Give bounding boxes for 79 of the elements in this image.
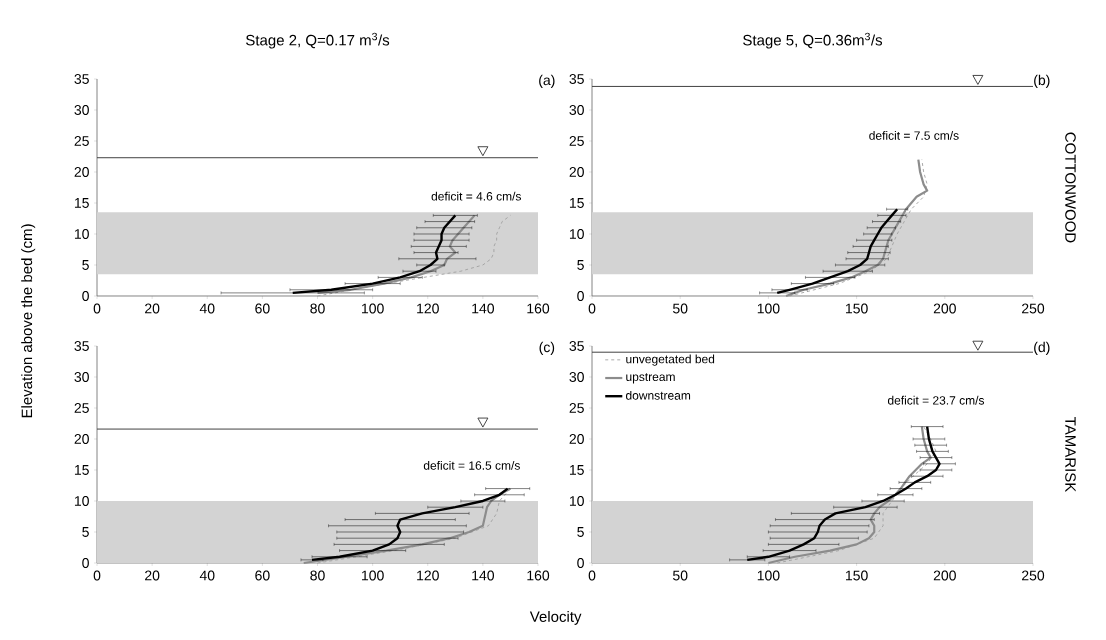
annotation: deficit = 16.5 cm/s: [423, 460, 520, 470]
x-tick-label: 60: [255, 570, 270, 581]
y-tick-label: 5: [82, 260, 89, 270]
y-tick-label: 5: [577, 260, 584, 270]
x-tick-label: 200: [933, 570, 956, 581]
y-tick-label: 35: [74, 74, 89, 84]
text: COTTONWOOD: [1065, 132, 1076, 243]
x-tick-label: 50: [672, 570, 688, 581]
y-tick-label: 35: [569, 74, 584, 84]
y-tick-label: 25: [74, 136, 89, 146]
y-tick-label: 0: [577, 558, 584, 568]
x-tick-label: 100: [757, 303, 780, 314]
text: TAMARISK: [1065, 417, 1076, 493]
y-tick-label: 0: [82, 558, 89, 568]
x-tick-label: 0: [588, 570, 596, 581]
y-tick-label: 15: [74, 465, 89, 475]
x-tick-label: 140: [472, 303, 495, 314]
y-tick-label: 30: [74, 105, 89, 115]
annotation: deficit = 23.7 cm/s: [887, 395, 985, 405]
y-tick-label: 25: [569, 136, 584, 146]
y-tick-label: 0: [577, 291, 584, 301]
x-tick-label: 40: [199, 303, 215, 314]
y-tick-label: 5: [577, 527, 584, 537]
y-tick-label: 10: [74, 229, 89, 239]
y-tick-label: 15: [569, 198, 584, 208]
y-tick-label: 20: [569, 167, 584, 177]
x-tick-label: 100: [757, 570, 780, 581]
x-tick-label: 250: [1022, 303, 1045, 314]
x-tick-label: 150: [845, 570, 868, 581]
text: (a): [539, 74, 555, 88]
x-tick-label: 80: [310, 303, 325, 314]
y-tick-label: 30: [74, 372, 89, 382]
text: (b): [1034, 74, 1050, 88]
x-tick-label: 20: [145, 570, 160, 581]
y-tick-label: 20: [569, 434, 584, 444]
x-axis-title: Velocity: [529, 610, 582, 625]
x-tick-label: 60: [255, 303, 270, 314]
annotation: deficit = 4.6 cm/s: [431, 191, 522, 201]
y-tick-label: 10: [569, 229, 584, 239]
x-tick-label: 40: [199, 570, 215, 581]
legend-label: unvegetated bed: [626, 354, 715, 366]
chart-title: Stage 5, Q=0.36m$^{3}$/s: [743, 32, 883, 49]
chart-title: Stage 2, Q=0.17 m$^{3}$/s: [246, 32, 390, 49]
x-tick-label: 200: [933, 303, 956, 314]
y-tick-label: 25: [569, 403, 584, 413]
x-tick-label: 160: [527, 570, 550, 581]
y-tick-label: 15: [74, 198, 89, 208]
text: (d): [1034, 341, 1050, 355]
x-tick-label: 0: [93, 303, 101, 314]
x-tick-label: 250: [1022, 570, 1045, 581]
text: (c): [539, 341, 555, 355]
y-tick-label: 0: [82, 291, 89, 301]
y-axis-title: Elevation above the bed (cm): [21, 224, 36, 418]
y-tick-label: 25: [74, 403, 89, 413]
y-tick-label: 20: [74, 167, 89, 177]
y-tick-label: 30: [569, 372, 584, 382]
annotation: deficit = 7.5 cm/s: [869, 131, 959, 140]
y-tick-label: 20: [74, 434, 89, 444]
x-tick-label: 100: [362, 303, 384, 314]
y-tick-label: 35: [569, 341, 584, 351]
x-tick-label: 50: [672, 303, 688, 314]
y-tick-label: 10: [569, 496, 584, 506]
y-tick-label: 30: [569, 105, 584, 115]
x-tick-label: 120: [417, 303, 439, 314]
legend-label: upstream: [626, 373, 675, 384]
x-tick-label: 140: [472, 570, 495, 581]
y-tick-label: 15: [569, 465, 584, 475]
x-tick-label: 160: [527, 303, 550, 314]
x-tick-label: 120: [417, 570, 439, 581]
x-tick-label: 150: [845, 303, 868, 314]
legend-label: downstream: [626, 390, 691, 400]
x-tick-label: 100: [362, 570, 384, 581]
x-tick-label: 80: [310, 570, 325, 581]
y-tick-label: 5: [82, 527, 89, 537]
y-tick-label: 10: [74, 496, 89, 506]
y-tick-label: 35: [74, 341, 89, 351]
x-tick-label: 0: [93, 570, 101, 581]
x-tick-label: 0: [588, 303, 596, 314]
x-tick-label: 20: [145, 303, 160, 314]
